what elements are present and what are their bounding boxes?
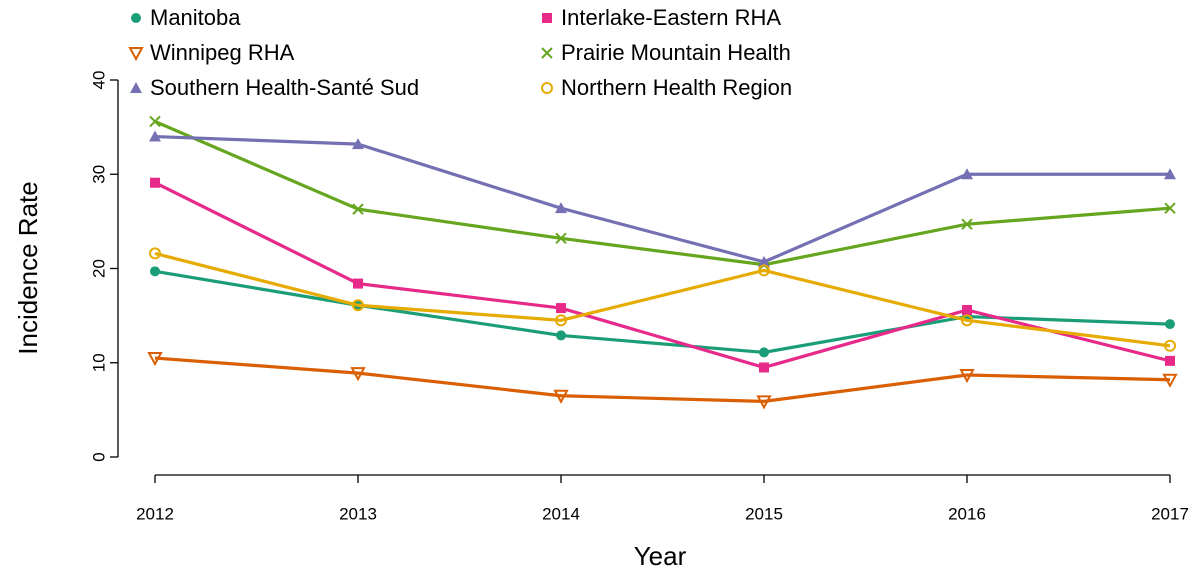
- marker: [961, 314, 973, 327]
- y-tick-label: 0: [89, 452, 108, 461]
- marker: [150, 266, 160, 277]
- marker: [1165, 319, 1175, 330]
- legend-label: Winnipeg RHA: [150, 40, 295, 65]
- marker: [556, 330, 566, 341]
- legend-label: Interlake-Eastern RHA: [561, 5, 781, 30]
- marker: [1164, 202, 1176, 214]
- legend-marker: [541, 82, 553, 94]
- series-line: [154, 120, 1171, 267]
- marker: [353, 278, 363, 289]
- marker: [759, 362, 769, 373]
- y-tick-label: 20: [89, 259, 108, 278]
- marker: [959, 369, 975, 384]
- series-line: [154, 356, 1171, 403]
- marker: [149, 115, 161, 128]
- marker: [352, 138, 364, 150]
- marker: [962, 304, 972, 315]
- marker: [756, 395, 772, 410]
- legend-marker: [128, 47, 144, 62]
- y-tick-label: 30: [89, 165, 108, 184]
- marker: [352, 203, 364, 215]
- series-line: [154, 134, 1170, 264]
- marker: [555, 232, 567, 245]
- legend-marker: [541, 47, 553, 59]
- x-tick-label: 2017: [1151, 504, 1189, 523]
- legend-marker: [131, 13, 141, 23]
- marker: [150, 177, 160, 188]
- y-axis-label: Incidence Rate: [13, 181, 43, 354]
- marker: [1164, 339, 1176, 352]
- x-tick-label: 2012: [136, 504, 174, 523]
- legend-marker: [542, 13, 552, 23]
- marker: [758, 255, 770, 267]
- legend-label: Manitoba: [150, 5, 241, 30]
- marker: [961, 168, 973, 180]
- marker: [758, 264, 770, 277]
- legend-label: Northern Health Region: [561, 75, 792, 100]
- series-line: [154, 251, 1171, 348]
- marker: [553, 389, 569, 404]
- marker: [147, 352, 163, 367]
- marker: [149, 247, 161, 260]
- x-tick-label: 2013: [339, 504, 377, 523]
- marker: [555, 314, 567, 327]
- legend-label: Southern Health-Santé Sud: [150, 75, 419, 100]
- series-line: [154, 181, 1171, 370]
- y-tick-label: 10: [89, 353, 108, 372]
- legend-marker: [130, 82, 142, 93]
- x-axis-label: Year: [634, 541, 687, 571]
- series-line: [154, 269, 1171, 354]
- x-tick-label: 2016: [948, 504, 986, 523]
- marker: [556, 303, 566, 314]
- marker: [350, 367, 366, 382]
- marker: [555, 202, 567, 214]
- marker: [1162, 373, 1178, 388]
- marker: [352, 299, 364, 312]
- marker: [961, 218, 973, 230]
- marker: [759, 347, 769, 358]
- legend-label: Prairie Mountain Health: [561, 40, 791, 65]
- marker: [1165, 355, 1175, 366]
- y-tick-label: 40: [89, 71, 108, 90]
- marker: [149, 130, 161, 142]
- x-tick-label: 2015: [745, 504, 783, 523]
- x-tick-label: 2014: [542, 504, 580, 523]
- marker: [1164, 168, 1176, 180]
